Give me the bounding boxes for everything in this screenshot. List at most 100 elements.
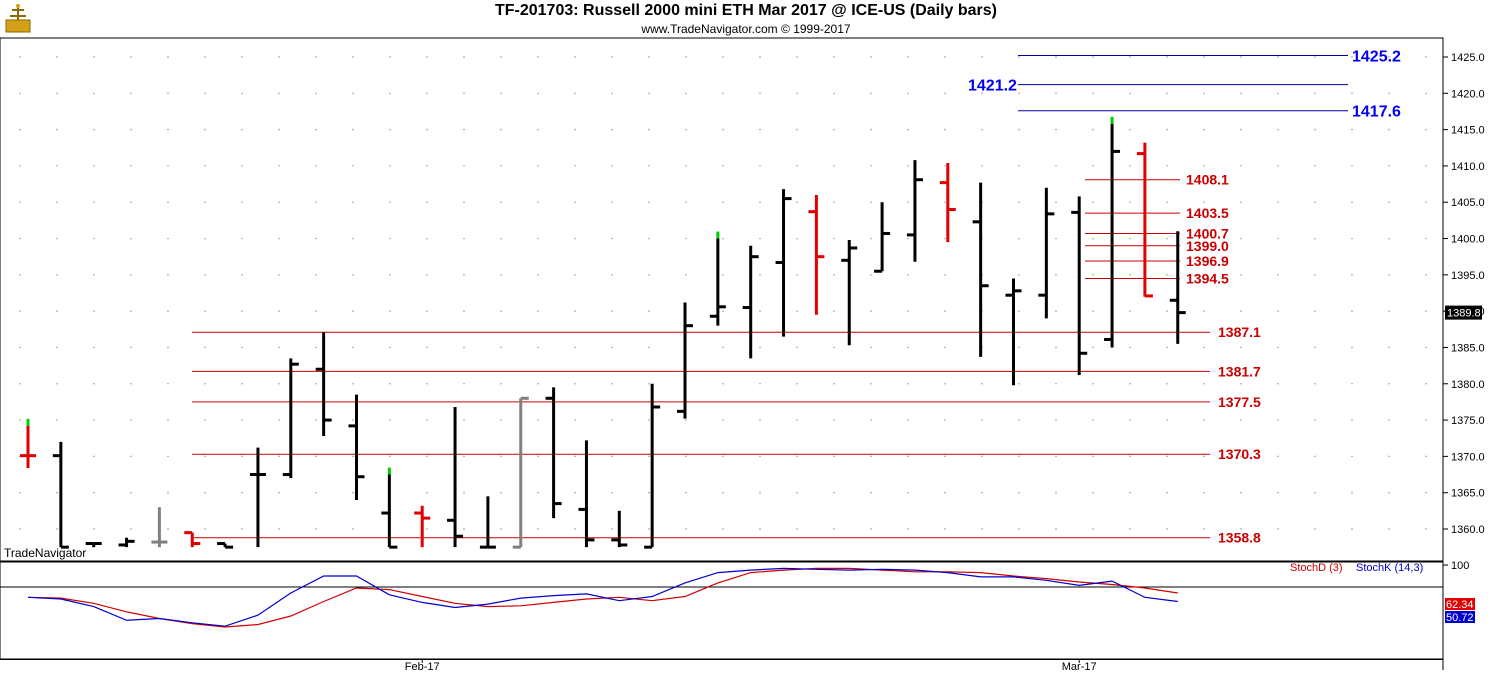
grid-dot [130,455,132,458]
grid-dot [315,201,317,203]
grid-dot [870,237,872,240]
grid-dot [759,56,761,58]
grid-dot [1314,528,1316,530]
grid-dot [1203,383,1205,385]
grid-dot [1018,237,1020,240]
grid-dot [944,455,946,458]
grid-dot [611,346,613,349]
grid-dot [93,310,95,312]
grid-dot [1092,237,1094,240]
grid-dot [1277,491,1279,494]
grid-dot [1129,383,1131,385]
grid-dot [907,92,909,95]
grid-dot [759,92,761,95]
grid-dot [352,201,354,203]
grid-dot [870,165,872,167]
grid-dot [426,419,428,421]
grid-dot [981,491,983,494]
grid-dot [56,346,58,349]
grid-dot [389,165,391,167]
grid-dot [870,528,872,530]
grid-dot [1314,419,1316,421]
grid-dot [278,92,280,95]
grid-dot [574,237,576,240]
grid-dot [1166,346,1168,349]
grid-dot [352,419,354,421]
grid-dot [1092,310,1094,312]
grid-dot [315,274,317,276]
grid-dot [648,165,650,167]
grid-dot [204,201,206,203]
grid-dot [463,128,465,131]
grid-dot [722,419,724,421]
grid-dot [278,128,280,131]
grid-dot [93,455,95,458]
grid-dot [1277,310,1279,312]
grid-dot [907,165,909,167]
grid-dot [796,237,798,240]
grid-dot [500,528,502,530]
grid-dot [1277,128,1279,131]
logo-icon [5,4,31,33]
grid-dot [1388,92,1390,95]
grid-dot [722,383,724,385]
grid-dot [1240,56,1242,58]
grid-dot [981,165,983,167]
grid-dot [722,201,724,203]
grid-dot [537,92,539,95]
grid-dot [1351,56,1353,58]
grid-dot [1351,237,1353,240]
grid-dot [130,419,132,421]
grid-dot [463,165,465,167]
grid-dot [167,274,169,276]
grid-dot [426,491,428,494]
grid-dot [130,201,132,203]
grid-dot [1018,201,1020,203]
last-price-badge [1445,305,1482,320]
grid-dot [1351,165,1353,167]
grid-dot [56,128,58,131]
grid-dot [1129,310,1131,312]
grid-dot [833,383,835,385]
grid-dot [389,128,391,131]
grid-dot [981,128,983,131]
grid-dot [1425,346,1427,349]
grid-dot [1425,419,1427,421]
stoch-k-badge [1445,611,1475,623]
grid-dot [759,419,761,421]
grid-dot [796,56,798,58]
grid-dot [315,383,317,385]
grid-dot [1240,128,1242,131]
grid-dot [130,237,132,240]
grid-dot [1277,455,1279,458]
grid-dot [93,491,95,494]
grid-dot [1388,455,1390,458]
grid-dot [870,455,872,458]
grid-dot [204,274,206,276]
stoch-series-line [27,567,1178,628]
grid-dot [833,201,835,203]
grid-dot [1055,128,1057,131]
grid-dot [574,528,576,530]
y-tick-label: 1425.0 [1451,52,1485,64]
grid-dot [537,237,539,240]
grid-dot [1351,491,1353,494]
grid-dot [722,491,724,494]
grid-dot [722,310,724,312]
grid-dot [315,92,317,95]
grid-dot [93,383,95,385]
grid-dot [981,383,983,385]
grid-dot [56,528,58,530]
grid-dot [1277,383,1279,385]
grid-dot [1314,274,1316,276]
grid-dot [278,491,280,494]
grid-dot [19,165,21,167]
grid-dot [352,383,354,385]
grid-dot [1092,201,1094,203]
grid-dot [352,128,354,131]
grid-dot [833,310,835,312]
grid-dot [56,310,58,312]
grid-dot [1388,165,1390,167]
grid-dot [648,383,650,385]
grid-dot [648,274,650,276]
